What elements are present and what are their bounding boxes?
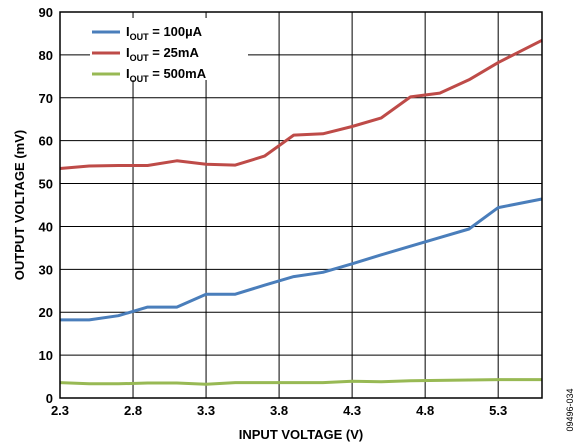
x-tick-label: 3.8 bbox=[270, 403, 288, 418]
legend-label-subscript: OUT bbox=[130, 32, 150, 42]
y-tick-label: 20 bbox=[39, 305, 53, 320]
axis-ticks: 2.3 2.8 3.3 3.8 4.3 4.8 5.3 0 10 20 30 40 50 60 70 80 90 bbox=[39, 5, 508, 418]
plot-area-frame bbox=[59, 11, 543, 399]
legend-label-main: I bbox=[126, 45, 130, 60]
x-axis-title: INPUT VOLTAGE (V) bbox=[239, 427, 363, 442]
legend-label-main: I bbox=[126, 24, 130, 39]
series-line-2 bbox=[59, 38, 543, 170]
y-tick-label: 0 bbox=[46, 391, 53, 406]
y-tick-label: 90 bbox=[39, 5, 53, 20]
y-tick-label: 30 bbox=[39, 262, 53, 277]
y-tick-label: 10 bbox=[39, 348, 53, 363]
y-tick-label: 70 bbox=[39, 91, 53, 106]
x-tick-label: 3.3 bbox=[197, 403, 215, 418]
series-lines bbox=[59, 38, 543, 386]
x-tick-label: 2.8 bbox=[124, 403, 142, 418]
legend-entry: IOUT = 100µA bbox=[126, 24, 203, 42]
legend-background bbox=[90, 18, 248, 80]
legend-label-value: = 100µA bbox=[149, 24, 203, 39]
figure-id: 09496-034 bbox=[565, 388, 575, 431]
legend-label-value: = 500mA bbox=[149, 66, 207, 81]
series-line-3 bbox=[59, 378, 542, 386]
x-tick-label: 4.8 bbox=[416, 403, 434, 418]
legend-label-subscript: OUT bbox=[130, 74, 150, 84]
y-tick-label: 40 bbox=[39, 219, 53, 234]
x-tick-label: 5.3 bbox=[489, 403, 507, 418]
y-tick-label: 60 bbox=[39, 134, 53, 149]
y-axis-title: OUTPUT VOLTAGE (mV) bbox=[12, 130, 27, 280]
legend-label-main: I bbox=[126, 66, 130, 81]
y-tick-label: 50 bbox=[39, 177, 53, 192]
y-tick-label: 80 bbox=[39, 48, 53, 63]
x-tick-label: 2.3 bbox=[51, 403, 69, 418]
legend-entry: IOUT = 25mA bbox=[126, 45, 199, 63]
legend-label-value: = 25mA bbox=[149, 45, 200, 60]
legend-label-subscript: OUT bbox=[130, 53, 150, 63]
series-line-1 bbox=[60, 197, 543, 322]
legend-entry: IOUT = 500mA bbox=[126, 66, 207, 84]
x-tick-label: 4.3 bbox=[343, 403, 361, 418]
